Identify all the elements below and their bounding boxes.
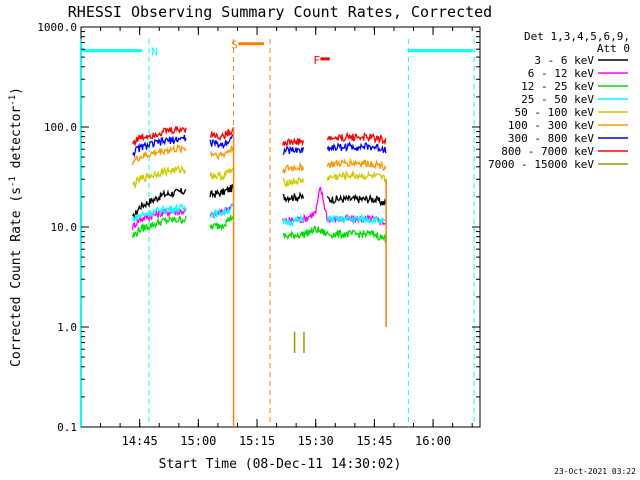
y-axis: 1000.0 100.0 10.0 1.0 0.1: [37, 21, 480, 434]
footer-timestamp: 23-Oct-2021 03:22: [554, 467, 636, 476]
series-line: [282, 145, 305, 155]
x-tick-label: 15:15: [239, 434, 275, 448]
series-line: [282, 191, 305, 204]
series-line: [132, 134, 187, 158]
series-line: [131, 143, 187, 166]
legend-label: 300 - 800 keV: [508, 132, 594, 145]
series-line: [132, 203, 187, 223]
series-line: [326, 141, 387, 154]
x-axis: 14:45 15:00 15:15 15:30 15:45 16:00: [100, 27, 473, 448]
legend-label: 12 - 25 keV: [521, 80, 594, 93]
legend-label: 7000 - 15000 keV: [488, 158, 594, 171]
legend-label: 800 - 7000 keV: [501, 145, 594, 158]
x-tick-label: 15:45: [356, 434, 392, 448]
series-line: [209, 134, 234, 150]
y-axis-label-superscript-1: -1: [8, 176, 18, 187]
series-line: [132, 164, 187, 190]
legend-label: 50 - 100 keV: [515, 106, 595, 119]
y-tick-label: 1000.0: [37, 21, 77, 34]
series-line: [282, 137, 305, 148]
series-line: [326, 169, 387, 183]
x-tick-label: 15:00: [180, 434, 216, 448]
y-tick-label: 100.0: [44, 121, 77, 134]
flag-label: F: [313, 54, 320, 67]
legend-label: 100 - 300 keV: [508, 119, 594, 132]
legend-title-line-1: Det 1,3,4,5,6,9,: [524, 30, 630, 43]
series-layer: [131, 125, 387, 427]
flag-s: S: [231, 39, 271, 427]
series-line: [209, 167, 234, 182]
y-axis-label: Corrected Count Rate (s-1 detector-1): [8, 87, 24, 367]
series-line: [209, 184, 234, 199]
flag-label: S: [231, 39, 238, 52]
legend-label: 6 - 12 keV: [528, 67, 595, 80]
legend-title-line-2: Att 0: [597, 42, 630, 55]
y-axis-label-middle: detector: [9, 106, 24, 177]
series-line: [209, 145, 234, 160]
series-line: [210, 127, 234, 142]
legend-label: 25 - 50 keV: [521, 93, 594, 106]
series-line: [132, 125, 187, 147]
series-line: [282, 225, 387, 244]
y-axis-label-main: Corrected Count Rate (s: [9, 187, 24, 367]
series-line: [282, 161, 305, 175]
y-tick-label: 1.0: [57, 321, 77, 334]
series-line: [326, 213, 387, 226]
x-tick-label: 14:45: [122, 434, 158, 448]
series-line: [326, 130, 387, 146]
series-line: [209, 214, 234, 232]
plot-area: N S F 1000.0 100.0 10.0 1.0 0.1 14:45 15:00 15:1…: [37, 21, 481, 448]
series-line: [282, 214, 305, 228]
series-line: [132, 188, 187, 220]
series-line: [209, 202, 234, 220]
flag-label: N: [151, 46, 158, 59]
x-axis-label: Start Time (08-Dec-11 14:30:02): [159, 457, 402, 472]
y-tick-label: 10.0: [51, 221, 78, 234]
series-12-25-kev: [131, 214, 387, 244]
y-axis-label-superscript-2: -1: [8, 95, 18, 106]
flag-n2: [407, 39, 475, 427]
y-tick-label: 0.1: [57, 421, 77, 434]
series-line: [282, 176, 305, 188]
chart-title: RHESSI Observing Summary Count Rates, Co…: [68, 3, 492, 21]
series-3-6-kev: [132, 184, 387, 220]
flag-layer: N S F: [80, 39, 475, 427]
x-tick-label: 15:30: [298, 434, 334, 448]
series-50-100-kev: [132, 164, 387, 190]
series-25-50-kev: [132, 202, 387, 228]
legend-label: 3 - 6 keV: [534, 54, 594, 67]
series-line: [326, 193, 387, 207]
series-line: [326, 157, 387, 171]
flag-n: N: [80, 39, 158, 427]
series-800-7000-kev: [132, 125, 387, 148]
series-100-300-kev: [131, 143, 387, 175]
y-axis-label-end: ): [9, 87, 24, 95]
series-line: [131, 215, 187, 238]
series-300-800-kev: [132, 134, 387, 158]
x-tick-label: 16:00: [415, 434, 451, 448]
flag-f: F: [313, 54, 330, 67]
